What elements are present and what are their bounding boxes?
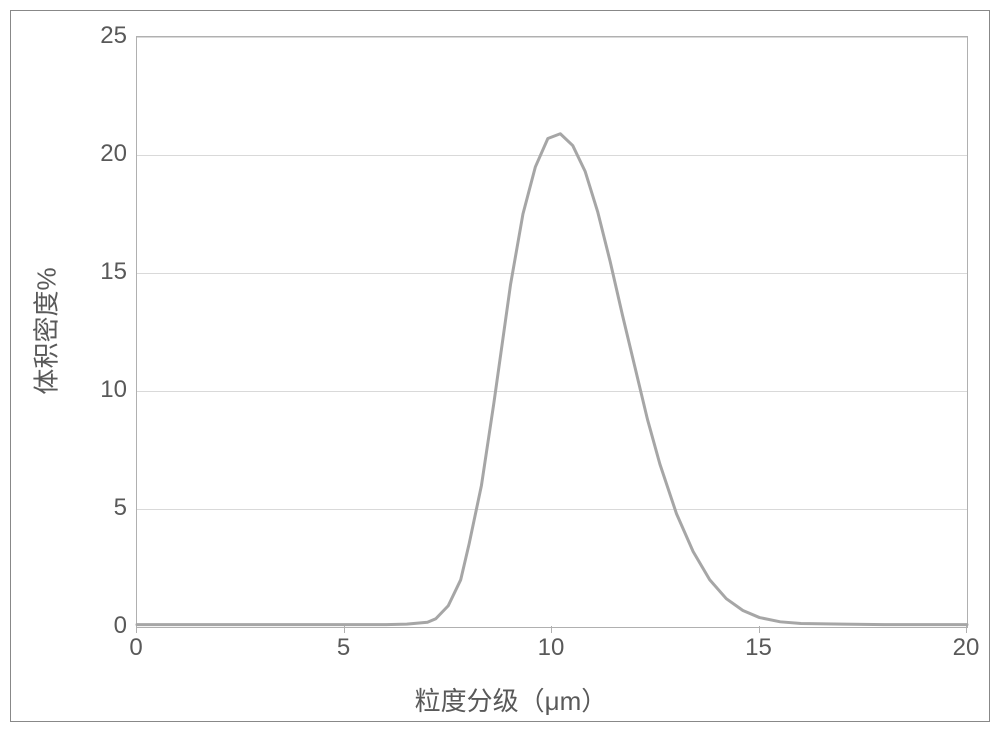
- chart-outer-frame: 0510152025 05101520 体积密度% 粒度分级（μm）: [10, 10, 990, 722]
- x-tick-label: 10: [521, 634, 581, 662]
- x-tick-mark: [136, 626, 137, 633]
- y-tick-label: 20: [77, 140, 127, 168]
- plot-area: [136, 36, 968, 628]
- x-tick-label: 20: [936, 634, 996, 662]
- distribution-curve: [137, 37, 967, 627]
- y-tick-label: 15: [77, 258, 127, 286]
- x-tick-mark: [344, 626, 345, 633]
- y-axis-title: 体积密度%: [27, 267, 64, 394]
- x-tick-mark: [551, 626, 552, 633]
- x-tick-label: 5: [314, 634, 374, 662]
- x-tick-mark: [759, 626, 760, 633]
- x-tick-mark: [966, 626, 967, 633]
- x-tick-label: 15: [729, 634, 789, 662]
- x-axis-title: 粒度分级（μm）: [11, 681, 1000, 718]
- y-tick-label: 10: [77, 376, 127, 404]
- y-tick-label: 5: [77, 494, 127, 522]
- y-tick-label: 25: [77, 22, 127, 50]
- series-line: [137, 134, 967, 625]
- x-tick-label: 0: [106, 634, 166, 662]
